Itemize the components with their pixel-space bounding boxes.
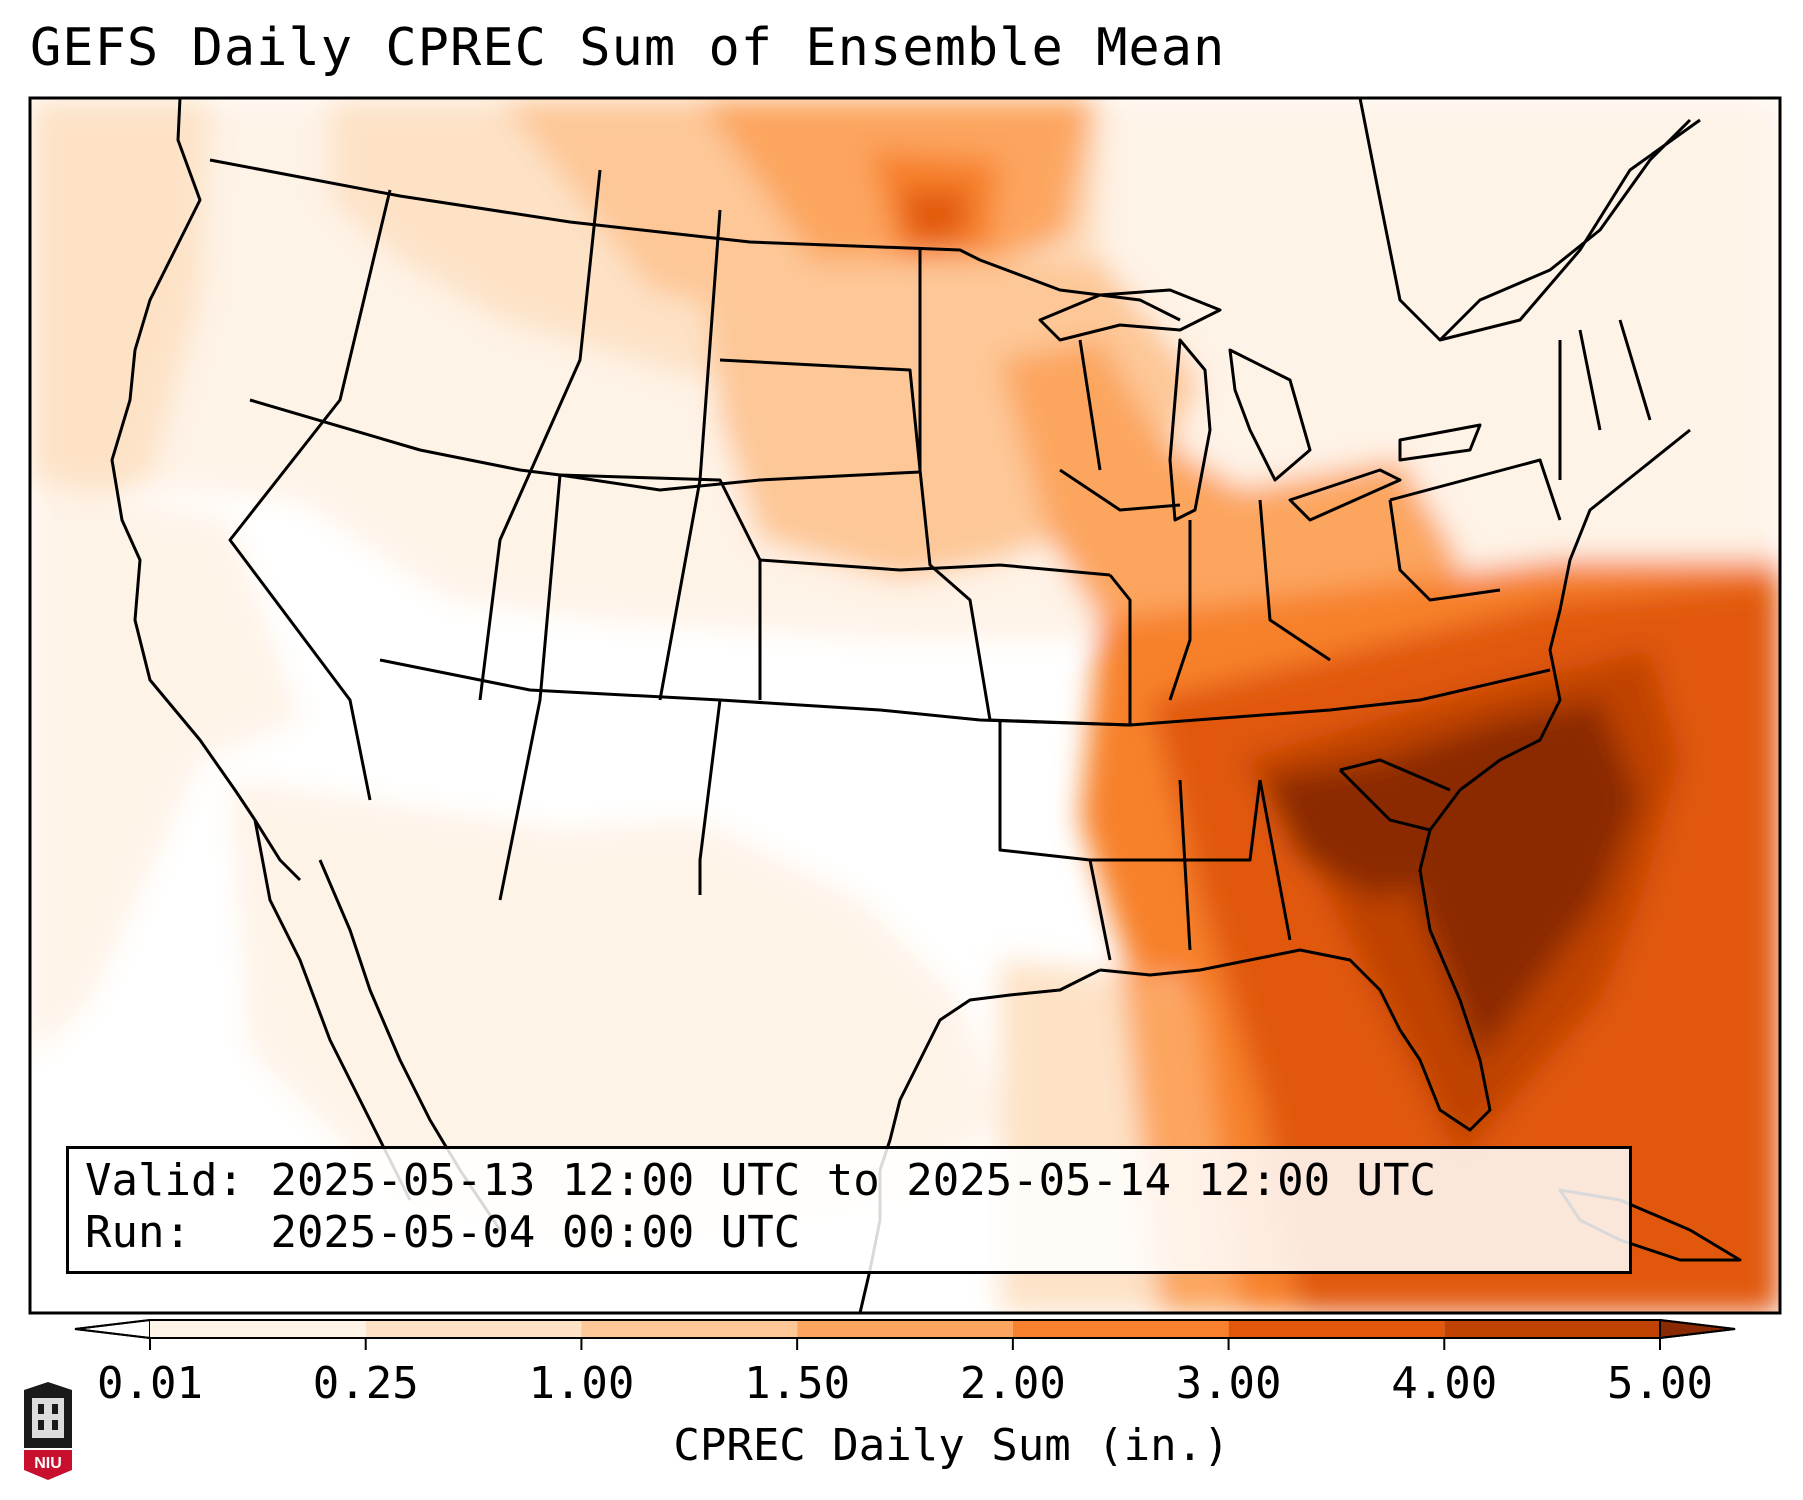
colorbar-tick-label: 5.00 [1607,1358,1713,1409]
boundaries [110,98,1742,1313]
run-value: 2025-05-04 00:00 UTC [270,1207,801,1258]
valid-label: Valid: [85,1155,244,1206]
colorbar-tick-label: 1.00 [528,1358,635,1409]
colorbar-tick-label: 1.50 [744,1358,851,1409]
colorbar-segment [1444,1320,1660,1338]
colorbar-tick-label: 3.00 [1175,1358,1282,1409]
colorbar-tick-label: 4.00 [1391,1358,1498,1409]
valid-run-box: Valid: 2025-05-13 12:00 UTC to 2025-05-1… [66,1146,1632,1274]
logo-text: NIU [34,1455,62,1472]
map-title: GEFS Daily CPREC Sum of Ensemble Mean [30,18,1226,78]
west-coastline [110,98,302,882]
niu-logo: NIU [24,1382,72,1480]
lake-erie [1288,468,1402,522]
colorbar-tick-label: 2.00 [959,1358,1066,1409]
colorbar-tick-label: 0.01 [97,1358,203,1409]
lake-huron [1228,348,1312,482]
lake-michigan [1168,338,1212,522]
east-coastline [1099,428,1691,1132]
colorbar-segment [1228,1320,1445,1338]
colorbar-over-arrow [1659,1318,1736,1340]
colorbar-under-arrow [74,1318,151,1340]
colorbar-segment [150,1320,366,1338]
run-label: Run: [85,1207,191,1258]
colorbar-segment [1012,1320,1229,1338]
map-frame [28,96,1782,1315]
lake-superior [1038,288,1222,342]
precip-field [30,98,1780,1313]
lake-ontario [1398,423,1482,462]
colorbar-title: CPREC Daily Sum (in.) [673,1420,1230,1471]
gulf-coastline [878,968,1101,1171]
canada-border [209,158,1181,322]
valid-value: 2025-05-13 12:00 UTC to 2025-05-14 12:00… [270,1155,1437,1206]
colorbar [74,1318,1736,1350]
colorbar-tick-label: 0.25 [312,1358,419,1409]
colorbar-segment [365,1320,582,1338]
colorbar-segment [581,1320,798,1338]
colorbar-segment [797,1320,1013,1338]
